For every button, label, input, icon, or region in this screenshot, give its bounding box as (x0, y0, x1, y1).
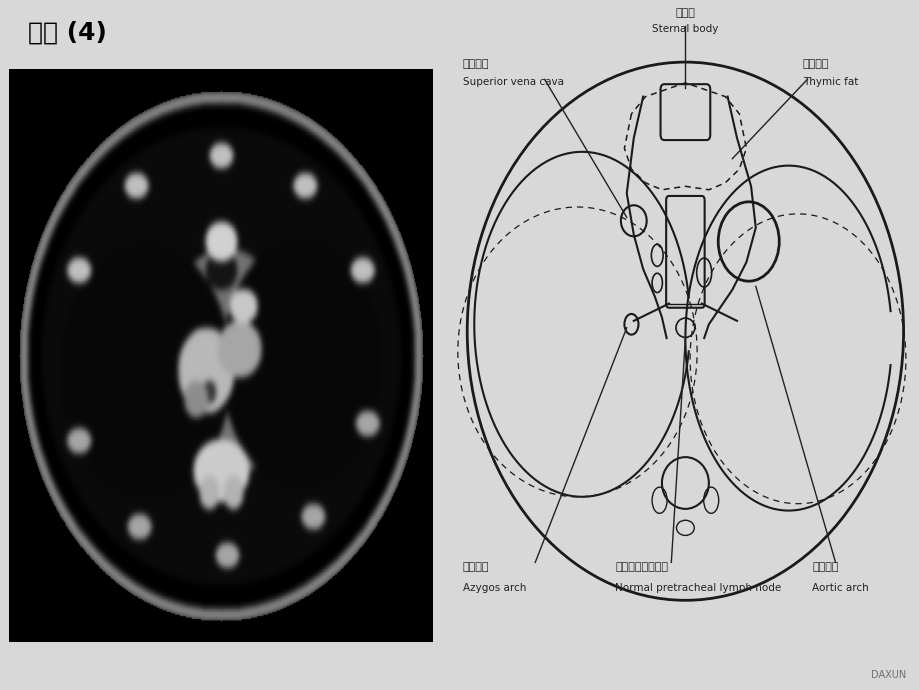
Text: 胸骨体: 胸骨体 (675, 8, 695, 18)
Text: 胸腺脂肪: 胸腺脂肪 (802, 59, 828, 68)
Text: Aortic arch: Aortic arch (811, 583, 868, 593)
Text: Azygos arch: Azygos arch (462, 583, 526, 593)
Text: 胸部 (4): 胸部 (4) (28, 21, 107, 45)
Text: Thymic fat: Thymic fat (802, 77, 857, 87)
Text: 奇静脉弓: 奇静脉弓 (462, 562, 489, 572)
Text: Superior vena cava: Superior vena cava (462, 77, 563, 87)
Text: Normal pretracheal lymph node: Normal pretracheal lymph node (615, 583, 780, 593)
Text: DAXUN: DAXUN (869, 670, 905, 680)
Text: Sternal body: Sternal body (652, 24, 718, 34)
Text: 主动脉弓: 主动脉弓 (811, 562, 838, 572)
Text: 上腔静脉: 上腔静脉 (462, 59, 489, 68)
Text: 正常气管前淋巴结: 正常气管前淋巴结 (615, 562, 667, 572)
